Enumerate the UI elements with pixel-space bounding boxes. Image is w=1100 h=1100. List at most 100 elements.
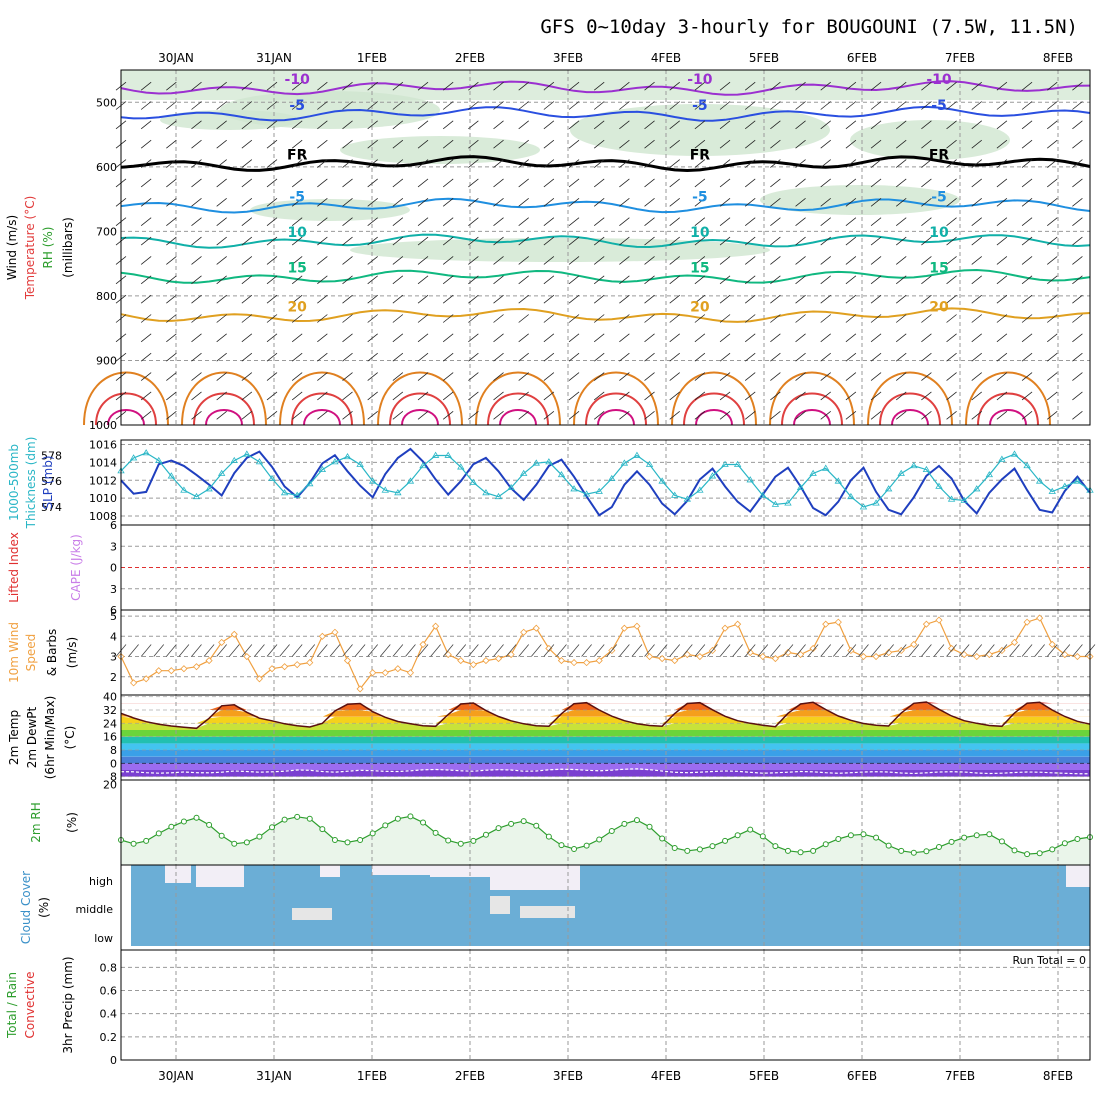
pressure-tick-label: 500: [96, 96, 117, 109]
date-label-bottom: 31JAN: [256, 1069, 292, 1083]
clear-sky-patch: [165, 865, 191, 883]
wind-barb: [1072, 411, 1083, 420]
wind-speed-point: [1023, 618, 1031, 626]
wind-barb: [442, 411, 454, 420]
wind-barb: [619, 236, 630, 246]
thickness-point: [759, 491, 767, 498]
surface-temperature-contour: [965, 371, 1051, 426]
wind-barb: [644, 236, 655, 246]
wind-barb: [933, 644, 945, 657]
wind-barb: [744, 101, 756, 110]
wind-barb: [996, 256, 1008, 265]
wind-speed-point: [218, 638, 226, 646]
rh-point: [558, 842, 565, 849]
wind-speed-point: [432, 622, 440, 630]
wind-barb: [493, 314, 504, 323]
upper-axis-label: Wind (m/s): [5, 215, 19, 280]
wind-barb: [191, 314, 202, 323]
wind-barb: [593, 391, 605, 401]
slp-axis-label: Thickness (dm): [24, 437, 38, 530]
slp-tick-label: 1016: [89, 438, 117, 451]
wind-barb: [669, 352, 680, 362]
wind-barb: [946, 139, 957, 149]
contour-label: FR: [929, 148, 950, 164]
precip-tick-label: 0.4: [100, 1008, 118, 1021]
wind-barb: [971, 333, 982, 343]
wind-barb: [669, 256, 680, 265]
wind-barb: [166, 352, 177, 362]
wind-barb: [820, 81, 831, 91]
wind-barb: [946, 352, 957, 362]
wind-barb: [921, 294, 932, 304]
wind-barb: [493, 120, 504, 130]
wind-barb: [468, 256, 479, 265]
wind-barb: [191, 81, 202, 91]
thickness-point: [822, 464, 830, 471]
wind-tick-label: 3: [110, 651, 117, 664]
wind-barb: [442, 236, 454, 246]
rh-point: [294, 813, 301, 820]
wind-barb: [442, 178, 454, 188]
wind-barb: [770, 644, 781, 657]
wind-barb: [367, 411, 378, 420]
surface-temperature-contour: [205, 409, 243, 426]
date-label-top: 2FEB: [455, 51, 485, 65]
wind-speed-point: [369, 669, 377, 677]
rh-point: [369, 830, 376, 837]
wind-axis-label: & Barbs: [45, 629, 59, 677]
wind-barb: [442, 352, 454, 362]
wind-barb: [241, 198, 253, 207]
wind-barb: [505, 644, 517, 657]
wind-barb: [770, 352, 781, 362]
wind-barb: [984, 644, 995, 657]
date-label-bottom: 1FEB: [357, 1069, 387, 1083]
cloud-axis-label: (%): [37, 897, 51, 918]
wind-barb: [732, 644, 743, 657]
surface-temperature-contour: [879, 392, 941, 426]
wind-barb: [1021, 198, 1033, 207]
wind-barb: [493, 198, 504, 207]
wind-barb: [644, 198, 655, 207]
wind-barb: [468, 333, 479, 343]
wind-speed-point: [620, 624, 628, 632]
thickness-point: [922, 465, 931, 473]
wind-barb: [820, 391, 831, 401]
wind-barb: [669, 139, 680, 149]
surface-temperature-contour: [769, 371, 855, 426]
wind-barb: [870, 217, 882, 226]
wind-barb: [845, 411, 857, 420]
wind-barb: [946, 178, 957, 188]
wind-barb: [644, 217, 655, 226]
wind-barb: [619, 411, 630, 420]
wind-barb: [795, 333, 806, 343]
wind-barb: [1021, 101, 1033, 110]
wind-barb: [619, 294, 630, 304]
wind-barb: [795, 159, 806, 168]
wind-barb: [442, 139, 454, 149]
temperature-band: [121, 736, 1090, 744]
wind-barb: [644, 81, 655, 91]
wind-barb: [694, 644, 706, 657]
wind-barb: [216, 101, 227, 110]
temperature-contour: [120, 233, 1091, 249]
date-label-top: 4FEB: [651, 51, 681, 65]
wind-barb: [971, 391, 982, 401]
wind-speed-point: [771, 655, 779, 663]
wind-barb: [946, 372, 957, 381]
wind-barb: [291, 372, 303, 381]
wind-barb: [845, 178, 857, 188]
wind-barb: [241, 217, 253, 226]
rh-point: [596, 836, 603, 843]
wind-barb: [694, 411, 706, 420]
wind-barb: [291, 198, 303, 207]
wind-barb: [694, 101, 706, 110]
wind-barb: [166, 81, 177, 91]
wind-barb: [241, 391, 253, 401]
wind-barb: [228, 644, 240, 657]
wind-barb: [291, 139, 303, 149]
wind-barb: [820, 256, 831, 265]
wind-barb: [392, 81, 404, 91]
wind-barb: [493, 333, 504, 343]
wind-barb: [820, 294, 831, 304]
rh-point: [759, 833, 766, 840]
